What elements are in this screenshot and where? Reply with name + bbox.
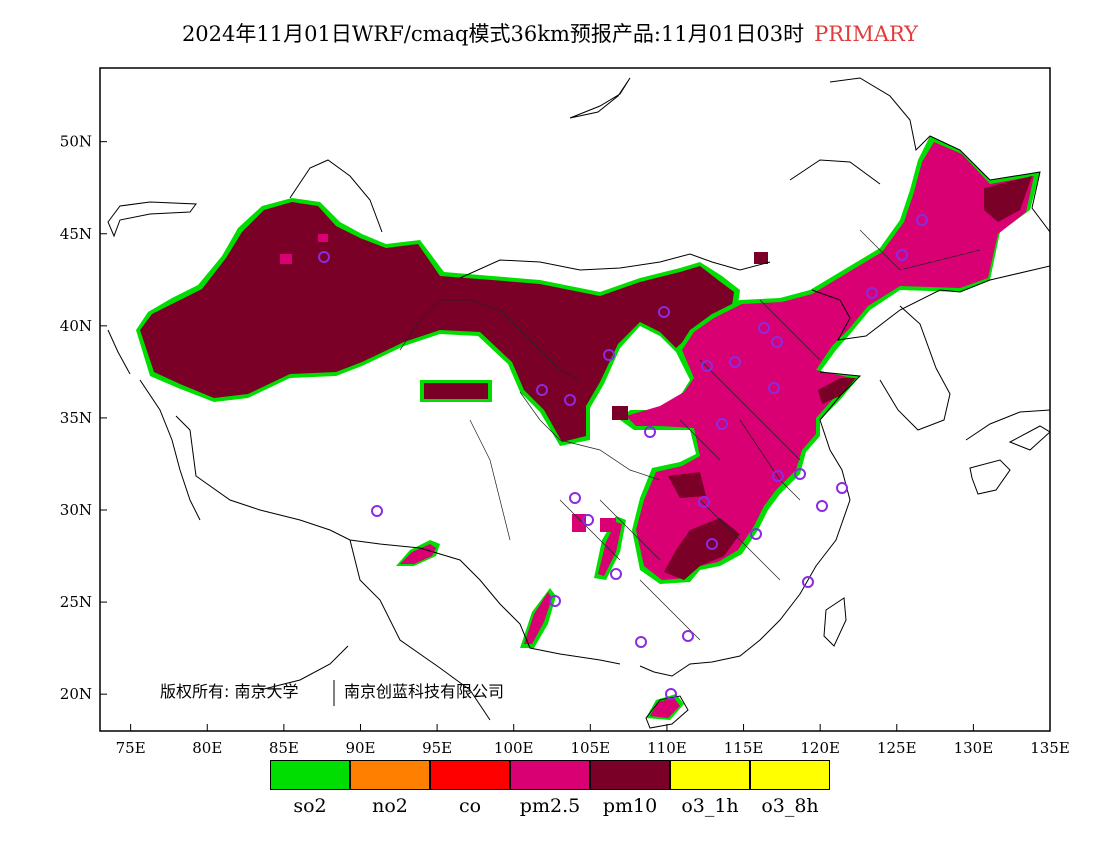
pm10-region <box>136 198 740 446</box>
legend-label: co <box>458 795 482 817</box>
station-marker <box>816 500 828 512</box>
x-axis: 75E 80E 85E 90E 95E 100E 105E 110E 115E 120E 125E 1… <box>116 724 1070 757</box>
y-tick-label: 20N <box>60 685 92 703</box>
legend-label: o3_8h <box>761 795 819 817</box>
legend-swatch-o31h <box>670 760 750 790</box>
station-marker <box>371 505 383 517</box>
station-marker <box>768 382 780 394</box>
station-marker <box>794 468 806 480</box>
x-tick-label: 85E <box>269 739 299 757</box>
legend-label: o3_1h <box>681 795 739 817</box>
station-marker <box>582 514 594 526</box>
station-marker <box>750 528 762 540</box>
map-title: 2024年11月01日WRF/cmaq模式36km预报产品:11月01日03时 P… <box>0 18 1100 48</box>
x-tick-label: 100E <box>494 739 534 757</box>
borders <box>107 77 1050 729</box>
station-markers <box>318 214 928 700</box>
legend-label: no2 <box>372 795 408 817</box>
station-marker <box>536 384 548 396</box>
station-marker <box>716 418 728 430</box>
station-marker <box>564 394 576 406</box>
legend-label: pm2.5 <box>519 795 581 817</box>
station-marker <box>569 492 581 504</box>
legend-swatch-so2 <box>270 760 350 790</box>
station-marker <box>772 470 784 482</box>
station-marker <box>698 496 710 508</box>
legend-swatch-pm10 <box>590 760 670 790</box>
station-marker <box>701 360 713 372</box>
x-tick-label: 120E <box>800 739 840 757</box>
y-tick-label: 45N <box>60 225 92 243</box>
x-tick-label: 110E <box>647 739 687 757</box>
station-marker <box>896 249 908 261</box>
y-tick-label: 50N <box>60 133 92 151</box>
x-tick-label: 125E <box>877 739 917 757</box>
station-marker <box>658 306 670 318</box>
station-marker <box>549 595 561 607</box>
legend-label: pm10 <box>602 795 658 817</box>
station-marker <box>802 576 814 588</box>
title-main: 2024年11月01日WRF/cmaq模式36km预报产品:11月01日03时 <box>181 22 805 46</box>
legend-label: so2 <box>293 795 327 817</box>
station-marker <box>866 287 878 299</box>
station-marker <box>758 322 770 334</box>
y-tick-label: 30N <box>60 501 92 519</box>
station-marker <box>610 568 622 580</box>
y-tick-label: 40N <box>60 317 92 335</box>
province-lines <box>399 229 981 641</box>
scattered-patches <box>280 234 768 720</box>
x-tick-label: 75E <box>116 739 146 757</box>
legend-swatch-co <box>430 760 510 790</box>
y-axis: 20N 25N 30N 35N 40N 45N 50N <box>60 133 107 703</box>
x-tick-label: 135E <box>1030 739 1070 757</box>
x-tick-label: 95E <box>422 739 452 757</box>
copyright-left: 版权所有: 南京大学 <box>160 682 298 701</box>
station-marker <box>682 630 694 642</box>
y-tick-label: 35N <box>60 409 92 427</box>
station-marker <box>644 426 656 438</box>
legend-swatch-o38h <box>750 760 830 790</box>
y-tick-label: 25N <box>60 593 92 611</box>
legend-swatch-no2 <box>350 760 430 790</box>
station-marker <box>665 688 677 700</box>
title-primary-tag: PRIMARY <box>814 22 919 46</box>
x-tick-label: 130E <box>954 739 994 757</box>
station-marker <box>603 349 615 361</box>
x-tick-label: 90E <box>345 739 375 757</box>
copyright-right: 南京创蓝科技有限公司 <box>344 682 504 701</box>
x-tick-label: 105E <box>571 739 611 757</box>
station-marker <box>318 251 330 263</box>
legend-swatch-pm25 <box>510 760 590 790</box>
pm25-region <box>620 136 1040 584</box>
station-marker <box>836 482 848 494</box>
station-marker <box>706 538 718 550</box>
station-marker <box>635 636 647 648</box>
station-marker <box>916 214 928 226</box>
x-tick-label: 80E <box>192 739 222 757</box>
map-frame <box>99 67 1051 732</box>
x-tick-label: 115E <box>724 739 764 757</box>
map-layers <box>107 77 1050 729</box>
station-marker <box>771 336 783 348</box>
station-marker <box>729 356 741 368</box>
